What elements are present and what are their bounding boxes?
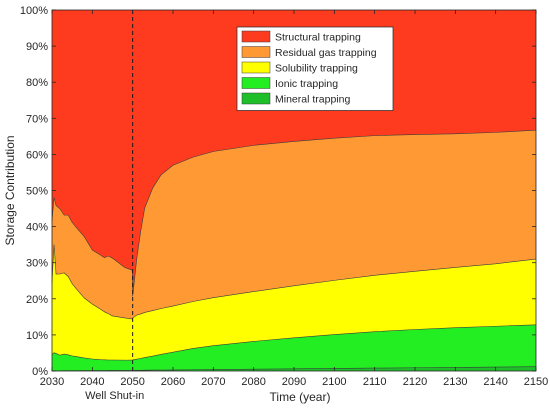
area-layer bbox=[52, 10, 536, 371]
y-tick-label: 70% bbox=[26, 113, 48, 125]
area-structural-trapping bbox=[52, 10, 536, 297]
x-axis-ticks: 2030 2040 2050 2060 2070 2080 2090 2100 2110 2120… bbox=[40, 10, 548, 388]
y-tick-label: 60% bbox=[26, 149, 48, 161]
x-tick-label: 2080 bbox=[241, 376, 265, 388]
legend-label: Ionic trapping bbox=[275, 78, 338, 90]
y-tick-label: 20% bbox=[26, 294, 48, 306]
y-tick-label: 30% bbox=[26, 258, 48, 270]
y-tick-label: 80% bbox=[26, 77, 48, 89]
y-tick-label: 10% bbox=[26, 330, 48, 342]
legend: Structural trapping Residual gas trapping… bbox=[236, 26, 394, 111]
legend-swatch bbox=[241, 77, 271, 89]
y-axis-label: Storage Contribution bbox=[3, 135, 17, 245]
legend-label: Structural trapping bbox=[275, 32, 361, 44]
y-axis-ticks: 0% 10% 20% 30% 40% 50% 60% 70% 80% 90% 100% bbox=[20, 5, 536, 378]
x-tick-label: 2150 bbox=[524, 376, 548, 388]
legend-label: Residual gas trapping bbox=[275, 47, 377, 59]
y-tick-label: 90% bbox=[26, 41, 48, 53]
legend-label: Mineral trapping bbox=[275, 94, 350, 106]
x-tick-label: 2110 bbox=[363, 376, 387, 388]
x-tick-label: 2050 bbox=[120, 376, 144, 388]
area-ionic-trapping bbox=[52, 324, 536, 371]
x-tick-label: 2090 bbox=[282, 376, 306, 388]
x-tick-label: 2130 bbox=[443, 376, 467, 388]
x-tick-label: 2040 bbox=[80, 376, 104, 388]
y-tick-label: 0% bbox=[32, 366, 48, 378]
legend-swatch bbox=[241, 92, 271, 105]
legend-swatch bbox=[241, 30, 271, 43]
legend-swatch bbox=[241, 46, 271, 58]
area-residual-gas-trapping bbox=[52, 130, 536, 319]
x-tick-label: 2070 bbox=[201, 376, 225, 388]
x-tick-label: 2060 bbox=[161, 376, 185, 388]
x-tick-label: 2120 bbox=[403, 376, 427, 388]
x-tick-label: 2100 bbox=[322, 376, 346, 388]
y-tick-label: 40% bbox=[26, 222, 48, 234]
area-solubility-trapping bbox=[52, 244, 536, 361]
x-axis-label: Time (year) bbox=[270, 390, 331, 404]
legend-label: Solubility trapping bbox=[275, 63, 358, 75]
boundary-residual-gas-trapping bbox=[51, 129, 537, 297]
x-tick-label: 2140 bbox=[483, 376, 507, 388]
y-tick-label: 100% bbox=[20, 5, 48, 17]
legend-swatch bbox=[241, 61, 271, 74]
x-tick-label: 2030 bbox=[40, 376, 64, 388]
boundary-ionic-trapping bbox=[51, 324, 537, 361]
y-tick-label: 50% bbox=[26, 186, 48, 198]
well-shut-in-label: Well Shut-in bbox=[85, 390, 144, 402]
